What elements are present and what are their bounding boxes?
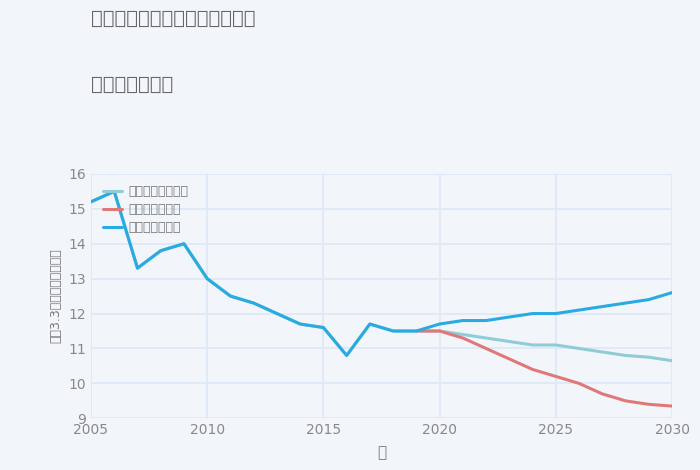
グッドシナリオ (389, 328, 398, 334)
グッドシナリオ (296, 321, 304, 327)
グッドシナリオ (226, 293, 234, 299)
ノーマルシナリオ (552, 342, 560, 348)
グッドシナリオ (203, 276, 211, 282)
Text: 三重県桑名市長島町長島下町の: 三重県桑名市長島町長島下町の (91, 9, 256, 28)
Line: グッドシナリオ: グッドシナリオ (91, 191, 672, 355)
ノーマルシナリオ (157, 248, 165, 253)
ノーマルシナリオ (482, 335, 490, 341)
グッドシナリオ (157, 248, 165, 253)
ノーマルシナリオ (180, 241, 188, 247)
グッドシナリオ (273, 311, 281, 316)
ノーマルシナリオ (133, 266, 141, 271)
グッドシナリオ (622, 300, 630, 306)
ノーマルシナリオ (435, 328, 444, 334)
ノーマルシナリオ (598, 349, 606, 355)
グッドシナリオ (505, 314, 514, 320)
ノーマルシナリオ (389, 328, 398, 334)
ノーマルシナリオ (365, 321, 374, 327)
ノーマルシナリオ (528, 342, 537, 348)
グッドシナリオ (110, 188, 118, 194)
グッドシナリオ (528, 311, 537, 316)
バッドシナリオ (412, 328, 421, 334)
バッドシナリオ (622, 398, 630, 404)
バッドシナリオ (575, 381, 583, 386)
ノーマルシナリオ (458, 332, 467, 337)
ノーマルシナリオ (273, 311, 281, 316)
ノーマルシナリオ (319, 325, 328, 330)
バッドシナリオ (552, 374, 560, 379)
Text: 土地の価格推移: 土地の価格推移 (91, 75, 174, 94)
ノーマルシナリオ (226, 293, 234, 299)
ノーマルシナリオ (412, 328, 421, 334)
グッドシナリオ (365, 321, 374, 327)
ノーマルシナリオ (342, 352, 351, 358)
グッドシナリオ (552, 311, 560, 316)
グッドシナリオ (668, 290, 676, 296)
ノーマルシナリオ (505, 339, 514, 345)
グッドシナリオ (482, 318, 490, 323)
グッドシナリオ (249, 300, 258, 306)
バッドシナリオ (598, 391, 606, 397)
ノーマルシナリオ (249, 300, 258, 306)
バッドシナリオ (645, 401, 653, 407)
ノーマルシナリオ (622, 352, 630, 358)
グッドシナリオ (180, 241, 188, 247)
グッドシナリオ (133, 266, 141, 271)
グッドシナリオ (598, 304, 606, 309)
ノーマルシナリオ (575, 345, 583, 351)
ノーマルシナリオ (296, 321, 304, 327)
バッドシナリオ (505, 356, 514, 362)
バッドシナリオ (528, 367, 537, 372)
グッドシナリオ (645, 297, 653, 302)
ノーマルシナリオ (87, 199, 95, 204)
バッドシナリオ (482, 345, 490, 351)
Y-axis label: 坪（3.3㎡）単価（万円）: 坪（3.3㎡）単価（万円） (50, 249, 63, 344)
ノーマルシナリオ (203, 276, 211, 282)
グッドシナリオ (575, 307, 583, 313)
Line: ノーマルシナリオ: ノーマルシナリオ (91, 191, 672, 360)
グッドシナリオ (458, 318, 467, 323)
Line: バッドシナリオ: バッドシナリオ (416, 331, 672, 406)
ノーマルシナリオ (110, 188, 118, 194)
バッドシナリオ (435, 328, 444, 334)
バッドシナリオ (668, 403, 676, 409)
グッドシナリオ (87, 199, 95, 204)
グッドシナリオ (319, 325, 328, 330)
Legend: ノーマルシナリオ, バッドシナリオ, グッドシナリオ: ノーマルシナリオ, バッドシナリオ, グッドシナリオ (103, 185, 188, 234)
グッドシナリオ (412, 328, 421, 334)
バッドシナリオ (458, 335, 467, 341)
グッドシナリオ (435, 321, 444, 327)
ノーマルシナリオ (668, 358, 676, 363)
ノーマルシナリオ (645, 354, 653, 360)
グッドシナリオ (342, 352, 351, 358)
X-axis label: 年: 年 (377, 446, 386, 461)
